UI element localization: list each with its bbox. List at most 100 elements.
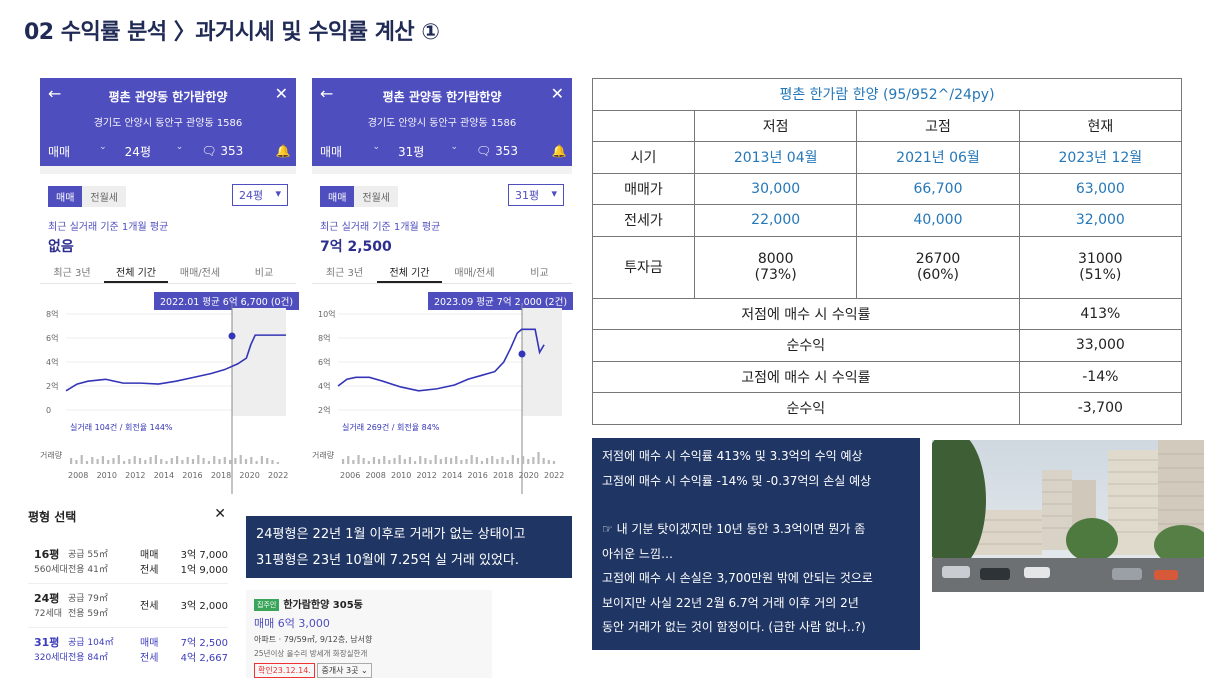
bell-icon[interactable]: 🔔: [275, 144, 291, 158]
volume-bar: [408, 457, 412, 464]
close-icon[interactable]: ✕: [550, 84, 564, 103]
volume-bar: [496, 459, 499, 464]
apartment-photo-illustration: [932, 440, 1204, 592]
volume-bar: [398, 455, 401, 464]
volume-bar: [234, 458, 237, 464]
tab-all[interactable]: 전체 기간: [104, 264, 168, 283]
comment-icon: 🗨: [201, 144, 221, 158]
volume-bar: [434, 455, 437, 464]
price-chart-svg: 8억 6억 4억 2억 0 실거래 104건 / 회전율 144% 거래량 2008 2010 2…: [40, 304, 288, 494]
table-header-blank: [592, 109, 695, 142]
table-row: 시기 2013년 04월 2021년 06월 2023년 12월: [592, 141, 1183, 174]
complex-address: 경기도 안양시 동안구 관양동 1586: [93, 118, 243, 129]
close-icon[interactable]: ✕: [214, 506, 226, 522]
complex-address: 경기도 안양시 동안구 관양동 1586: [367, 118, 517, 129]
x-tick-label: 2016: [182, 471, 202, 480]
filter-bar: 매매 ⌄ 24평 ⌄ 🗨 353 🔔: [40, 136, 296, 166]
volume-bar: [260, 456, 263, 464]
toggle-rent[interactable]: 전월세: [354, 186, 399, 207]
volume-bar: [403, 459, 406, 464]
tab-3y[interactable]: 최근 3년: [325, 268, 364, 279]
listing-name: 한가람한양 305동: [283, 600, 363, 611]
summary-row: 고점에 매수 시 수익률 -14%: [592, 360, 1183, 393]
size-dropdown[interactable]: 24평 ⌄: [124, 141, 184, 159]
trade-type-dropdown[interactable]: 매매 ⌄: [48, 141, 107, 159]
x-tick-label: 2010: [97, 471, 117, 480]
size-row[interactable]: 16평 560세대 공급 55㎡ 전용 41㎡ 매매 전세 3억 7,000 1…: [28, 546, 228, 584]
volume-bar: [250, 457, 253, 464]
summary-row: 순수익 33,000: [592, 329, 1183, 362]
volume-bar: [123, 461, 126, 464]
chart-tooltip: 2023.09 평균 7억 2,000 (2건): [428, 292, 574, 310]
volume-bar: [429, 460, 432, 464]
tab-sale-rent[interactable]: 매매/전세: [179, 268, 221, 279]
volume-bar: [276, 462, 279, 464]
close-icon[interactable]: ✕: [274, 84, 288, 103]
size-dropdown[interactable]: 31평 ⌄: [398, 141, 458, 159]
note-line: 저점에 매수 시 수익률 413% 및 3.3억의 수익 예상: [602, 449, 863, 463]
volume-bar: [128, 459, 131, 464]
size-row[interactable]: 24평 72세대 공급 79㎡ 전용 59㎡ 전세 3억 2,000: [28, 590, 228, 628]
bell-icon[interactable]: 🔔: [551, 144, 567, 158]
agents-button[interactable]: 중개사 3곳 ⌄: [317, 663, 372, 678]
listing-tags: 25년이상 올수리 방세개 화장실한개: [254, 649, 368, 658]
volume-bar: [342, 459, 345, 464]
trade-stats: 실거래 104건 / 회전율 144%: [70, 422, 173, 432]
confirm-date-badge: 확인23.12.14.: [254, 663, 315, 678]
listing-price: 매매 6억 3,000: [254, 617, 330, 630]
avg-value: 없음: [48, 239, 74, 255]
comments-button[interactable]: 🗨 353: [201, 144, 244, 158]
tab-sale-rent[interactable]: 매매/전세: [454, 268, 495, 279]
cursor-dot[interactable]: [518, 350, 526, 358]
size-selection-title: 평형 선택: [28, 510, 77, 524]
trade-type-dropdown[interactable]: 매매 ⌄: [320, 141, 380, 159]
app-header: ← 평촌 관양동 한가람한양 경기도 안양시 동안구 관양동 1586 ✕ 매매…: [312, 78, 572, 166]
volume-bar: [271, 460, 274, 464]
tab-3y[interactable]: 최근 3년: [53, 268, 91, 279]
note-line: 고점에 매수 시 손실은 3,700만원 밖에 안되는 것으로: [602, 571, 873, 585]
size-select[interactable]: 24평 ▾: [232, 184, 288, 206]
table-row: 투자금 8000 (73%) 26700 (60%) 31000 (51%): [592, 235, 1183, 299]
y-tick-label: 6억: [46, 333, 58, 343]
comment-icon: 🗨: [476, 144, 496, 158]
volume-bar: [501, 457, 504, 464]
toggle-sale[interactable]: 매매: [48, 186, 83, 207]
volume-bar: [191, 459, 195, 464]
volume-bar: [138, 458, 142, 464]
listing-desc: 아파트 · 79/59㎡, 9/12층, 남서향: [254, 635, 373, 644]
volume-bar: [444, 457, 448, 464]
tab-all[interactable]: 전체 기간: [377, 264, 442, 283]
volume-bar: [347, 456, 350, 464]
volume-bar: [470, 455, 473, 464]
complex-name: 평촌 관양동 한가람한양: [382, 90, 502, 104]
price-app-24py: ← 평촌 관양동 한가람한양 경기도 안양시 동안구 관양동 1586 ✕ 매매…: [40, 78, 300, 502]
x-tick-label: 2014: [442, 471, 462, 480]
toggle-sale[interactable]: 매매: [320, 186, 355, 207]
caret-down-icon: ▾: [275, 187, 281, 200]
x-tick-label: 2022: [544, 471, 564, 480]
size-select[interactable]: 31평 ▾: [508, 184, 564, 206]
trade-toggle[interactable]: 매매 전월세: [320, 186, 399, 207]
trade-toggle[interactable]: 매매 전월세: [48, 186, 127, 207]
volume-bar: [112, 458, 115, 464]
caret-down-icon: ▾: [551, 187, 557, 200]
price-line: [65, 334, 286, 392]
table-row: 전세가 22,000 40,000 32,000: [592, 204, 1183, 237]
tab-compare[interactable]: 비교: [530, 268, 549, 279]
volume-bar: [101, 456, 104, 464]
volume-bar: [218, 459, 221, 464]
filter-bar: 매매 ⌄ 31평 ⌄ 🗨 353 🔔: [312, 136, 572, 166]
comments-button[interactable]: 🗨 353: [476, 144, 518, 158]
listing-card[interactable]: 집주인 한가람한양 305동 매매 6억 3,000 아파트 · 79/59㎡, …: [246, 590, 492, 678]
tab-compare[interactable]: 비교: [254, 268, 274, 279]
volume-bar: [213, 456, 216, 464]
back-arrow-icon[interactable]: ←: [48, 84, 62, 103]
back-arrow-icon[interactable]: ←: [320, 84, 334, 103]
x-tick-label: 2020: [519, 471, 539, 480]
chevron-down-icon: ⌄: [372, 141, 380, 152]
size-row-selected[interactable]: 31평 320세대 공급 104㎡ 전용 84㎡ 매매 전세 7억 2,500 …: [34, 636, 228, 664]
cursor-dot[interactable]: [228, 332, 236, 340]
y-tick-label: 10억: [318, 309, 336, 319]
toggle-rent[interactable]: 전월세: [82, 186, 127, 207]
x-tick-label: 2006: [340, 471, 360, 480]
